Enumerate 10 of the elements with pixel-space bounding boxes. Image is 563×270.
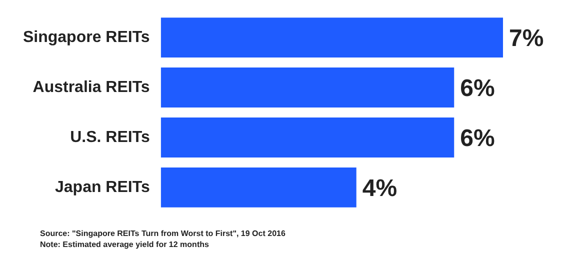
y-tick-label: Australia REITs [32, 78, 150, 96]
data-label: 6% [460, 75, 495, 102]
data-label: 4% [362, 175, 398, 202]
y-tick-label: Singapore REITs [22, 28, 150, 46]
data-label: 6% [460, 125, 495, 152]
source-note: Source: "Singapore REITs Turn from Worst to First", 19 Oct 2016 [40, 228, 286, 239]
y-tick-label: U.S. REITs [70, 128, 150, 146]
data-label: 7% [509, 25, 544, 52]
text: Note: Estimated average yield for 12 months [40, 239, 210, 250]
y-tick-label: Japan REITs [54, 178, 150, 196]
